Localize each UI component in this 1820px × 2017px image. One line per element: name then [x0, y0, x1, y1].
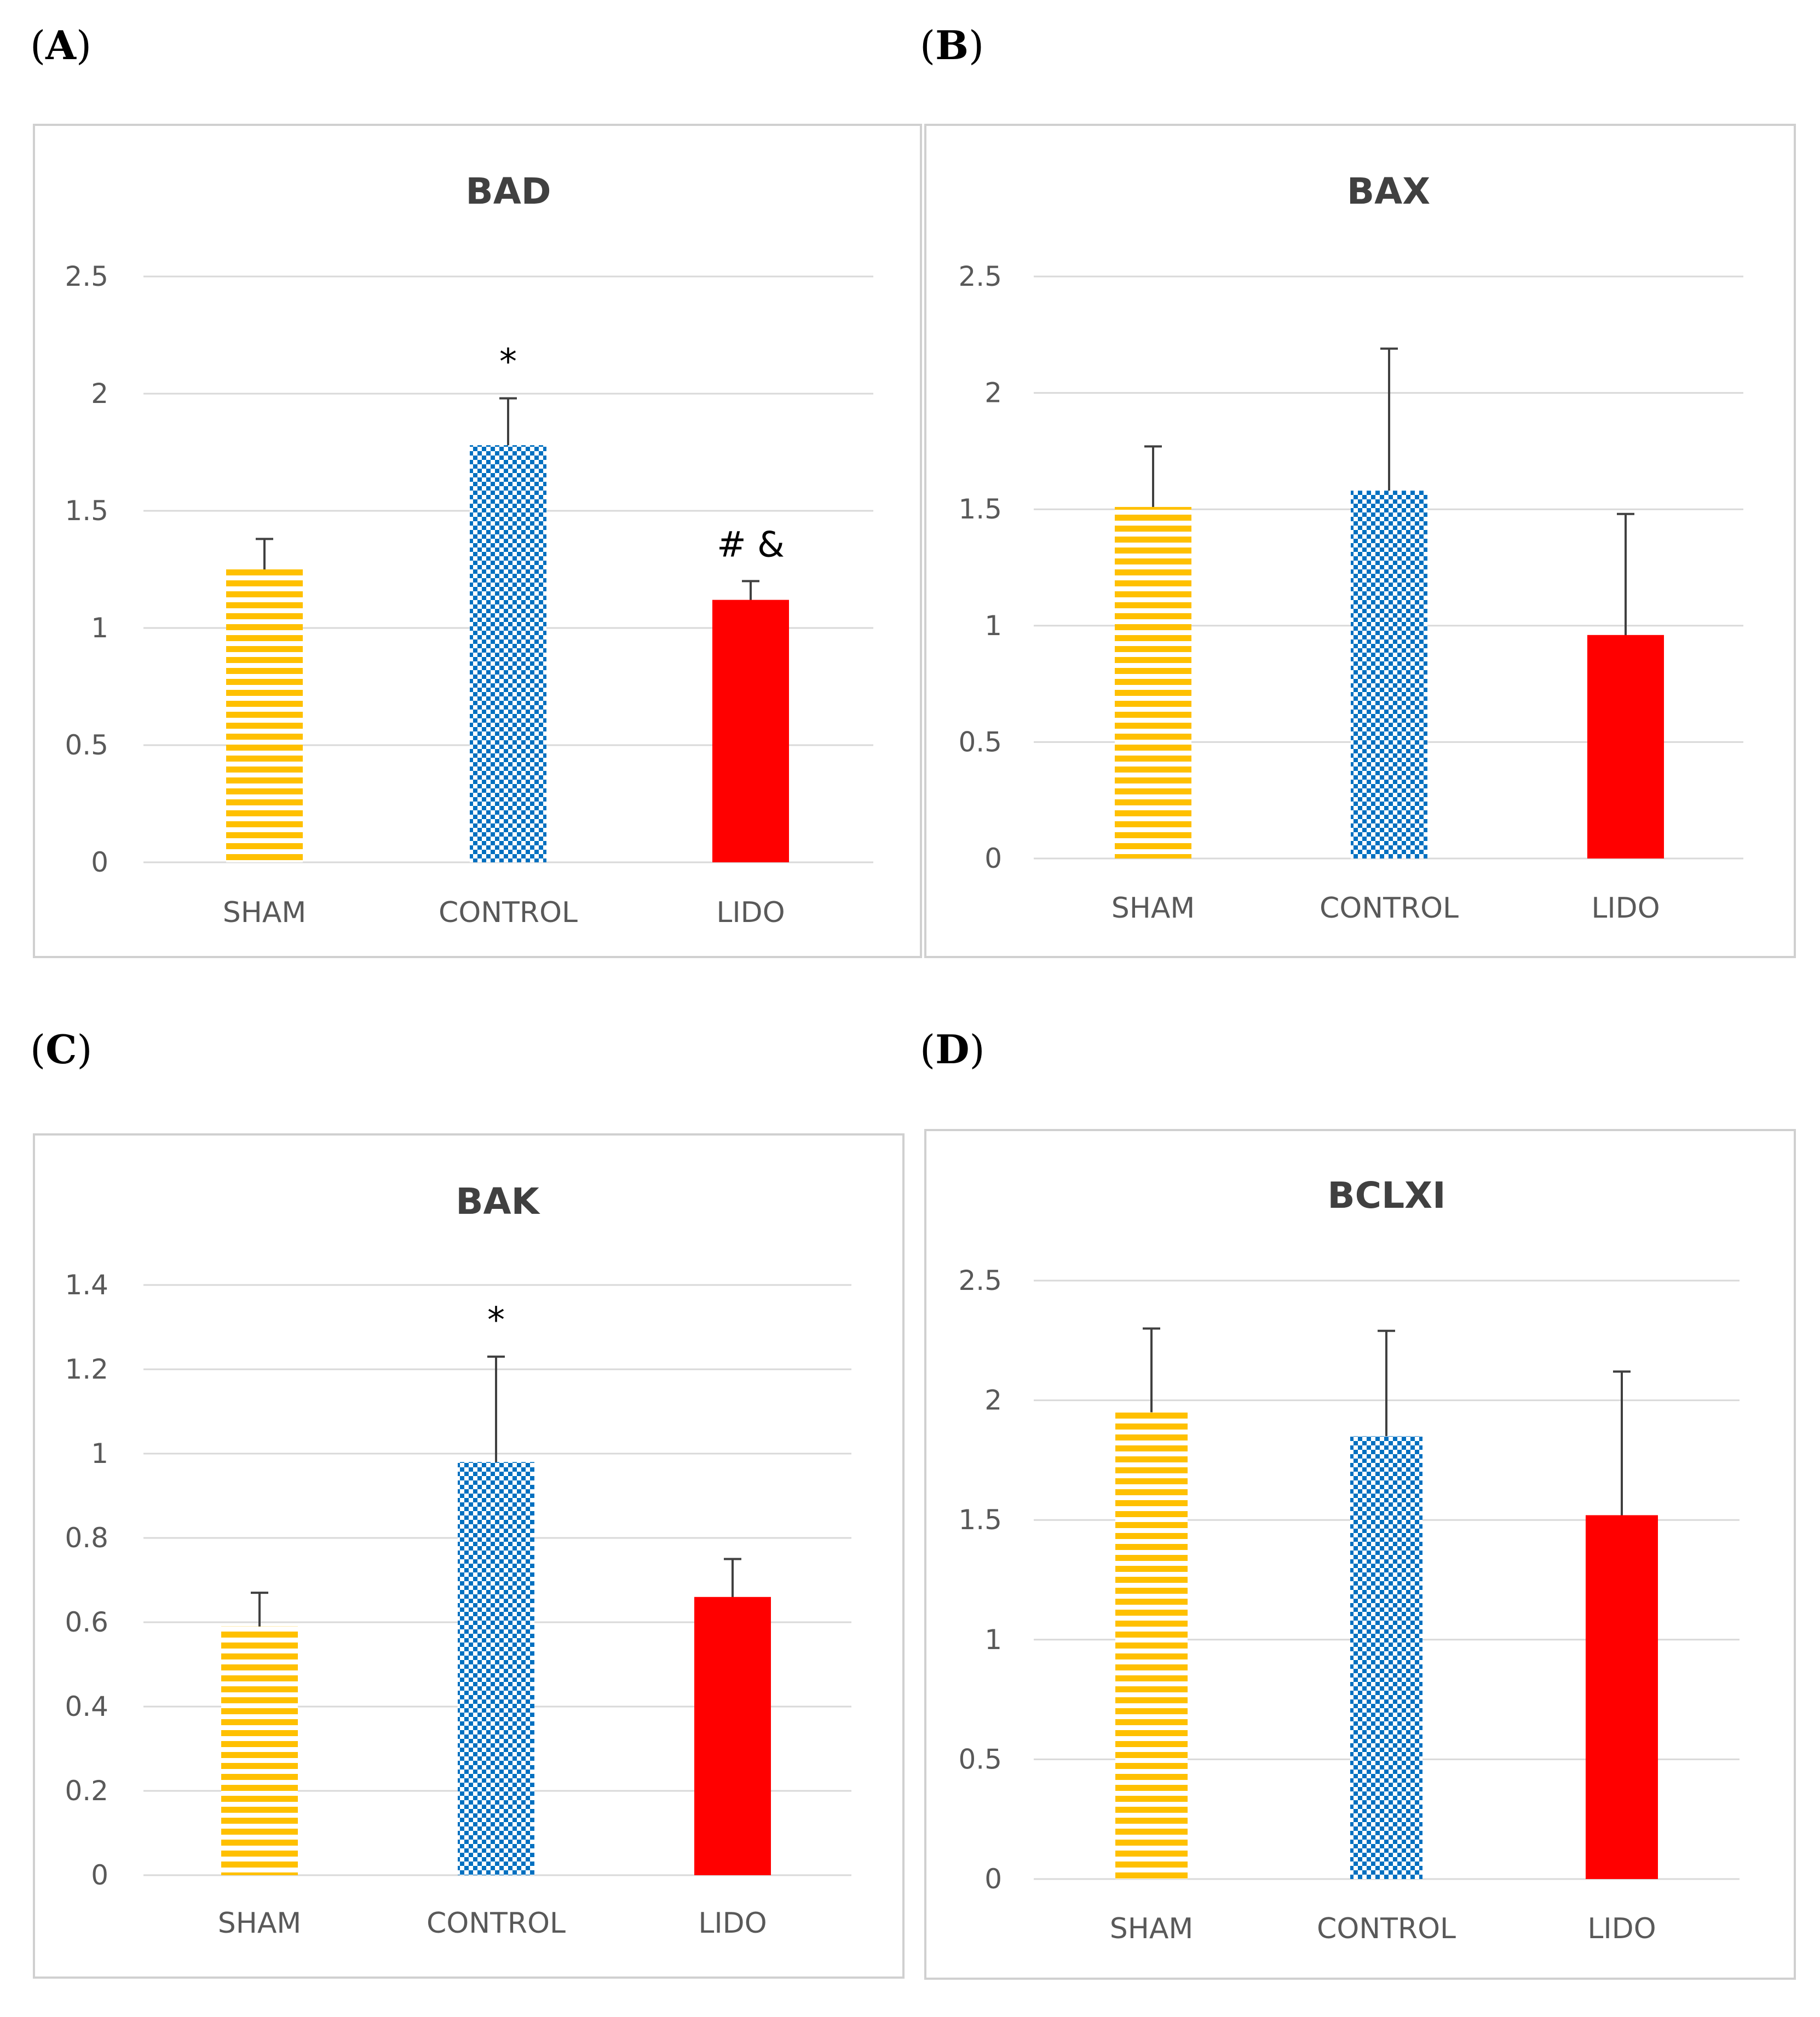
- y-tick-label: 0: [984, 1863, 1002, 1895]
- y-tick-label: 1.5: [958, 493, 1002, 525]
- y-tick-label: 1: [984, 610, 1002, 642]
- x-category-label-sham: SHAM: [218, 1907, 302, 1940]
- significance-marker-control: *: [499, 342, 517, 383]
- y-tick-label: 2.5: [958, 261, 1002, 292]
- x-category-label-lido: LIDO: [1587, 1912, 1656, 1945]
- chart-title-b: BAX: [1347, 170, 1430, 212]
- panel-label-open: (: [30, 1027, 45, 1073]
- panel-label-a: (A): [30, 22, 91, 68]
- bar-lido: [694, 1597, 771, 1875]
- y-tick-label: 0.4: [65, 1691, 108, 1722]
- bar-sham: [1115, 1412, 1188, 1879]
- y-tick-label: 0.6: [65, 1606, 108, 1638]
- y-tick-label: 2: [984, 377, 1002, 409]
- x-category-label-sham: SHAM: [1110, 1912, 1194, 1945]
- bar-lido: [1587, 635, 1664, 858]
- panel-label-close: ): [970, 1027, 985, 1073]
- x-category-label-sham: SHAM: [223, 896, 307, 929]
- y-tick-label: 2.5: [65, 261, 108, 292]
- bar-control: [458, 1462, 534, 1875]
- chart-title-c: BAK: [456, 1180, 540, 1223]
- y-tick-label: 0: [984, 843, 1002, 874]
- y-tick-label: 1.4: [65, 1269, 108, 1301]
- bar-control: [1350, 1436, 1422, 1879]
- bar-lido: [1586, 1515, 1658, 1879]
- bar-control: [1351, 491, 1427, 858]
- bar-control: [470, 445, 546, 862]
- y-tick-label: 2: [91, 378, 108, 410]
- panel-label-open: (: [920, 1027, 935, 1073]
- x-category-label-control: CONTROL: [1317, 1912, 1456, 1945]
- significance-marker-control: *: [487, 1300, 505, 1341]
- panel-c: (C) BAK 0 0.2 0.4 0.6 0.8 1 1.2 1.4 SHAM * CONTROL LI…: [30, 1026, 905, 1979]
- panel-label-letter: D: [935, 1026, 969, 1073]
- panel-label-open: (: [920, 22, 935, 68]
- y-tick-label: 2: [984, 1385, 1002, 1416]
- bar-sham: [1115, 506, 1191, 858]
- panel-label-d: (D): [920, 1026, 985, 1073]
- significance-marker-lido: # &: [717, 525, 785, 565]
- panel-label-letter: C: [45, 1026, 77, 1073]
- y-tick-label: 0: [91, 1859, 108, 1891]
- x-category-label-control: CONTROL: [1320, 892, 1459, 925]
- x-category-label-sham: SHAM: [1111, 892, 1195, 925]
- panel-a: (A) BAD 0 0.5 1 1.5 2 2.5 SHAM * CONTROL # & LIDO: [30, 22, 922, 958]
- panel-label-c: (C): [30, 1026, 93, 1073]
- x-category-label-lido: LIDO: [716, 896, 785, 929]
- chart-title-d: BCLXI: [1327, 1174, 1445, 1217]
- x-category-label-lido: LIDO: [1591, 892, 1660, 925]
- panel-label-b: (B): [920, 22, 984, 68]
- bar-sham: [226, 569, 303, 862]
- x-category-label-lido: LIDO: [698, 1907, 767, 1940]
- x-category-label-control: CONTROL: [439, 896, 578, 929]
- bar-sham: [221, 1626, 298, 1875]
- y-tick-label: 1.5: [65, 495, 108, 527]
- panel-label-letter: A: [45, 22, 77, 68]
- y-tick-label: 0: [91, 846, 108, 878]
- y-tick-label: 0.2: [65, 1775, 108, 1807]
- panel-label-letter: B: [935, 22, 969, 68]
- panel-label-open: (: [30, 22, 45, 68]
- panel-label-close: ): [77, 1027, 92, 1073]
- y-tick-label: 1: [91, 1438, 108, 1469]
- y-tick-label: 1: [984, 1624, 1002, 1656]
- y-tick-label: 0.5: [65, 729, 108, 761]
- y-tick-label: 1.2: [65, 1353, 108, 1385]
- bar-lido: [712, 600, 789, 862]
- panel-label-close: ): [76, 22, 91, 68]
- panel-d: (D) BCLXI 0 0.5 1 1.5 2 2.5 SHAM CONTROL LIDO: [920, 1026, 1796, 1980]
- chart-title-a: BAD: [465, 170, 551, 212]
- y-tick-label: 0.5: [958, 726, 1002, 758]
- x-category-label-control: CONTROL: [427, 1907, 566, 1940]
- y-tick-label: 0.8: [65, 1522, 108, 1554]
- panel-b: (B) BAX 0 0.5 1 1.5 2 2.5 SHAM CONTROL LIDO: [920, 22, 1796, 958]
- y-tick-label: 1: [91, 612, 108, 644]
- panel-label-close: ): [969, 22, 984, 68]
- y-tick-label: 0.5: [958, 1743, 1002, 1775]
- y-tick-label: 1.5: [958, 1504, 1002, 1536]
- y-tick-label: 2.5: [958, 1265, 1002, 1296]
